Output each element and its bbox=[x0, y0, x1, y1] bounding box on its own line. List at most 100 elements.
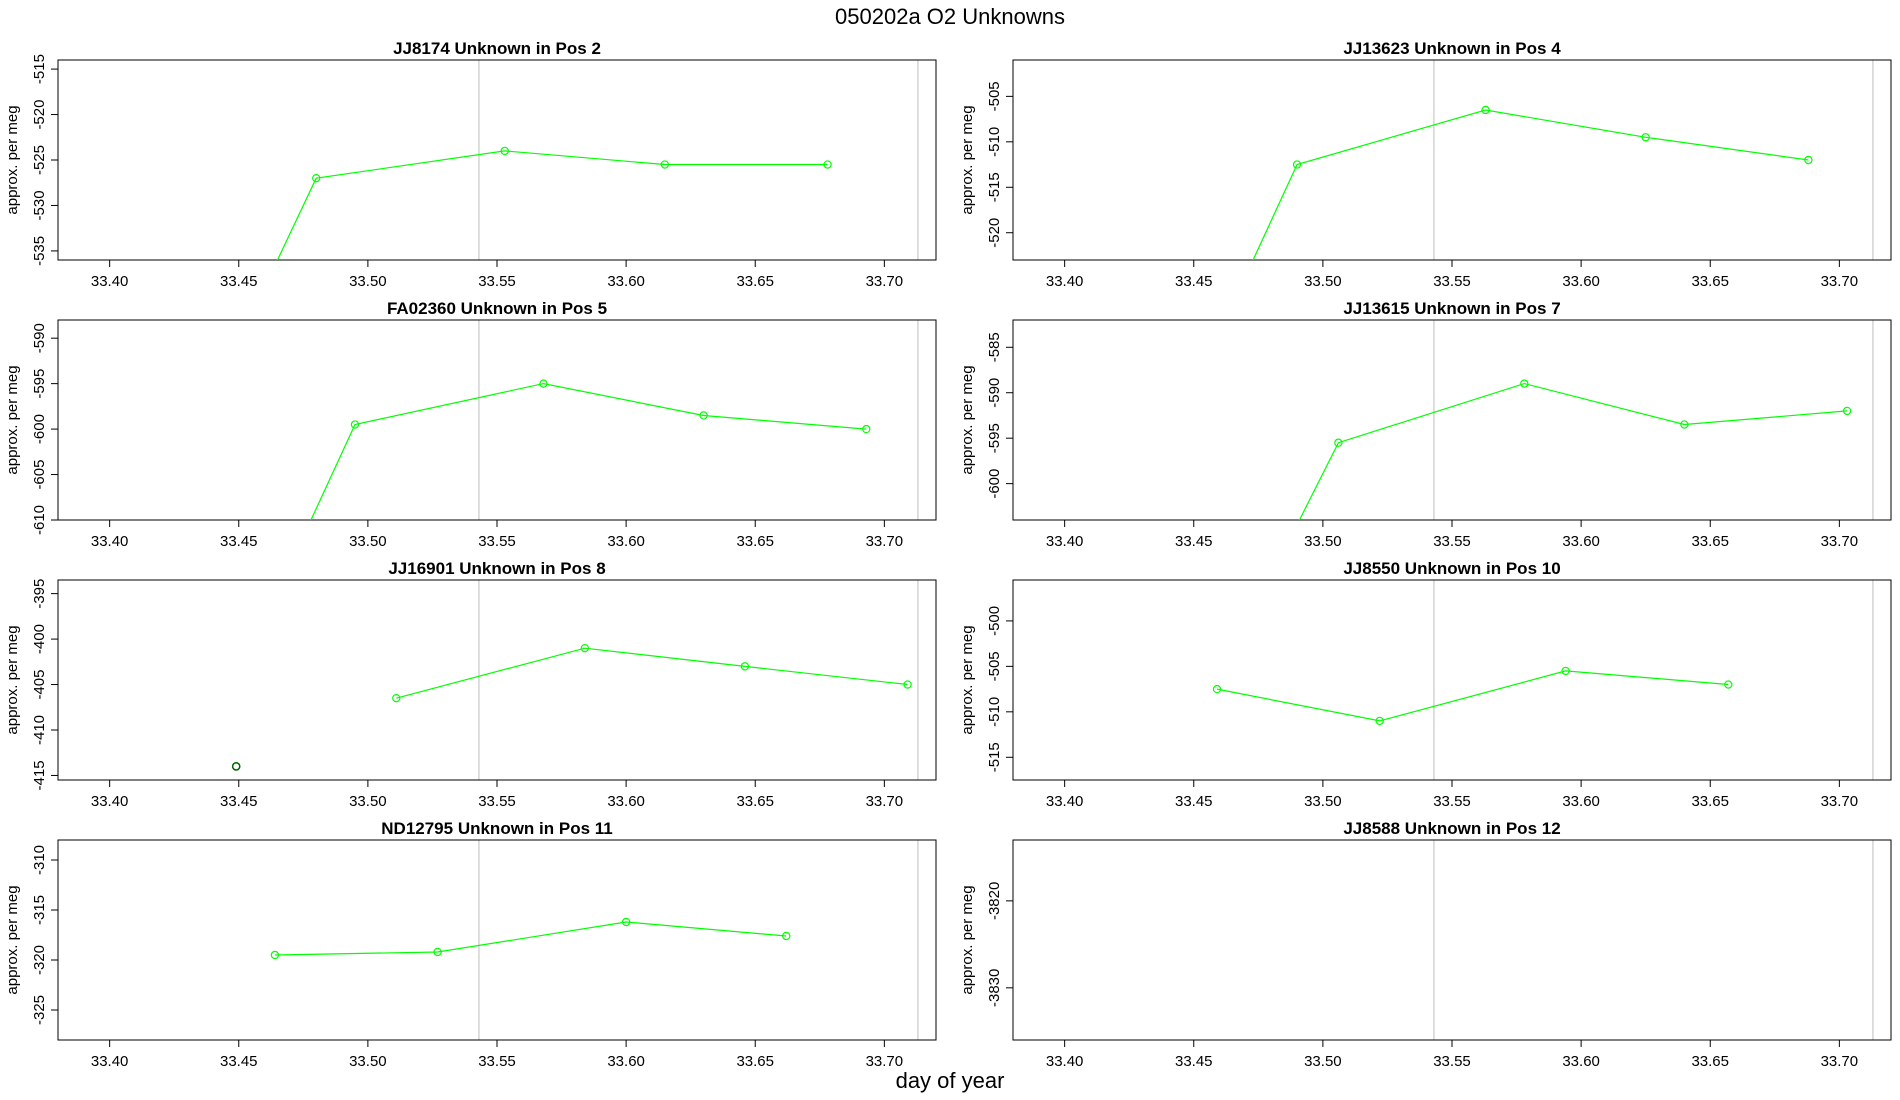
x-tick-label: 33.70 bbox=[1821, 1053, 1859, 1070]
y-axis-label: approx. per meg bbox=[959, 105, 976, 214]
x-tick-label: 33.70 bbox=[866, 793, 904, 810]
y-tick-label: -530 bbox=[31, 190, 48, 220]
data-point bbox=[539, 379, 548, 388]
data-point bbox=[312, 173, 321, 183]
data-point bbox=[1292, 160, 1302, 169]
x-tick-label: 33.70 bbox=[1821, 793, 1859, 810]
data-point bbox=[1680, 420, 1689, 429]
panel: JJ16901 Unknown in Pos 8 33.40 33.45 33.50 3… bbox=[4, 559, 937, 810]
series-line bbox=[1298, 382, 1848, 520]
x-tick-label: 33.40 bbox=[1046, 1053, 1084, 1070]
x-tick-label: 33.55 bbox=[1433, 533, 1471, 550]
panel-title: JJ8550 Unknown in Pos 10 bbox=[1343, 559, 1560, 578]
series-line bbox=[396, 647, 908, 699]
x-tick-label: 33.40 bbox=[91, 273, 129, 290]
y-tick-label: -535 bbox=[31, 236, 48, 266]
y-tick-label: -595 bbox=[986, 423, 1003, 453]
panel-title: JJ13615 Unknown in Pos 7 bbox=[1343, 299, 1560, 318]
data-layer bbox=[1252, 105, 1813, 260]
data-point bbox=[1561, 666, 1570, 676]
data-layer bbox=[270, 917, 791, 960]
panel-title: FA02360 Unknown in Pos 5 bbox=[387, 299, 607, 318]
x-tick-label: 33.45 bbox=[1175, 273, 1213, 290]
y-tick-label: -590 bbox=[986, 378, 1003, 408]
x-tick-label: 33.65 bbox=[736, 273, 774, 290]
x-tick-label: 33.45 bbox=[220, 273, 258, 290]
data-point bbox=[1481, 105, 1490, 115]
y-tick-label: -410 bbox=[31, 715, 48, 745]
x-tick-label: 33.45 bbox=[1175, 793, 1213, 810]
data-point bbox=[740, 662, 750, 671]
y-tick-label: -320 bbox=[31, 945, 48, 975]
series-line bbox=[1252, 109, 1809, 260]
series-line bbox=[274, 921, 787, 956]
y-tick-label: -505 bbox=[986, 81, 1003, 111]
y-tick-label: -315 bbox=[31, 895, 48, 925]
x-tick-label: 33.60 bbox=[607, 533, 645, 550]
data-point bbox=[1724, 680, 1733, 689]
x-tick-label: 33.45 bbox=[1175, 1053, 1213, 1070]
data-layer bbox=[1298, 379, 1852, 520]
panel: JJ8174 Unknown in Pos 2 33.40 33.45 33.50 33… bbox=[4, 39, 937, 290]
x-tick-label: 33.60 bbox=[1562, 273, 1600, 290]
y-tick-label: -585 bbox=[986, 332, 1003, 362]
plot-frame bbox=[57, 839, 937, 1041]
x-tick-label: 33.50 bbox=[349, 533, 387, 550]
x-tick-label: 33.40 bbox=[1046, 273, 1084, 290]
data-layer bbox=[310, 379, 871, 520]
x-tick-label: 33.65 bbox=[1691, 533, 1729, 550]
x-tick-label: 33.55 bbox=[478, 273, 516, 290]
plot-frame bbox=[1012, 319, 1892, 521]
panel-title: JJ8174 Unknown in Pos 2 bbox=[393, 39, 601, 58]
y-tick-label: -515 bbox=[986, 172, 1003, 202]
data-point bbox=[1641, 133, 1650, 142]
data-layer bbox=[231, 643, 912, 771]
panel: JJ8550 Unknown in Pos 10 33.40 33.45 33.50 3… bbox=[959, 559, 1892, 810]
y-tick-label: -325 bbox=[31, 995, 48, 1025]
plot-frame bbox=[1012, 579, 1892, 781]
x-tick-label: 33.45 bbox=[220, 793, 258, 810]
y-tick-label: -310 bbox=[31, 845, 48, 875]
y-tick-label: -520 bbox=[31, 100, 48, 130]
data-point bbox=[433, 947, 442, 957]
x-tick-label: 33.55 bbox=[478, 1053, 516, 1070]
y-tick-label: -520 bbox=[986, 218, 1003, 248]
y-tick-label: -600 bbox=[986, 469, 1003, 499]
panel: JJ8588 Unknown in Pos 12 33.40 33.45 33.50 3… bbox=[959, 819, 1892, 1070]
x-tick-label: 33.55 bbox=[478, 793, 516, 810]
data-point bbox=[782, 931, 791, 941]
x-tick-label: 33.60 bbox=[607, 273, 645, 290]
x-tick-label: 33.40 bbox=[1046, 793, 1084, 810]
y-axis-label: approx. per meg bbox=[959, 885, 976, 994]
y-axis-label: approx. per meg bbox=[4, 365, 21, 474]
x-tick-label: 33.55 bbox=[1433, 273, 1471, 290]
data-layer bbox=[276, 146, 832, 260]
x-tick-label: 33.50 bbox=[349, 1053, 387, 1070]
y-tick-label: -3820 bbox=[986, 882, 1003, 920]
x-tick-label: 33.65 bbox=[1691, 1053, 1729, 1070]
data-point bbox=[862, 424, 871, 434]
y-tick-label: -515 bbox=[986, 742, 1003, 772]
series-line bbox=[310, 382, 867, 520]
x-tick-label: 33.50 bbox=[1304, 1053, 1342, 1070]
x-tick-label: 33.65 bbox=[736, 1053, 774, 1070]
x-tick-label: 33.65 bbox=[1691, 793, 1729, 810]
y-tick-label: -510 bbox=[986, 697, 1003, 727]
y-tick-label: -3830 bbox=[986, 969, 1003, 1007]
x-tick-label: 33.50 bbox=[1304, 793, 1342, 810]
y-tick-label: -595 bbox=[31, 369, 48, 399]
y-tick-label: -590 bbox=[31, 323, 48, 353]
data-point bbox=[1842, 406, 1852, 416]
x-tick-label: 33.50 bbox=[1304, 533, 1342, 550]
data-point bbox=[660, 160, 670, 169]
y-tick-label: -510 bbox=[986, 127, 1003, 157]
panel-title: JJ16901 Unknown in Pos 8 bbox=[388, 559, 605, 578]
y-tick-label: -610 bbox=[31, 505, 48, 535]
panel-title: JJ8588 Unknown in Pos 12 bbox=[1343, 819, 1560, 838]
x-tick-label: 33.60 bbox=[1562, 533, 1600, 550]
x-tick-label: 33.70 bbox=[1821, 533, 1859, 550]
data-layer bbox=[1212, 666, 1733, 726]
series-line bbox=[1216, 670, 1729, 722]
y-tick-label: -415 bbox=[31, 760, 48, 790]
x-tick-label: 33.40 bbox=[91, 533, 129, 550]
